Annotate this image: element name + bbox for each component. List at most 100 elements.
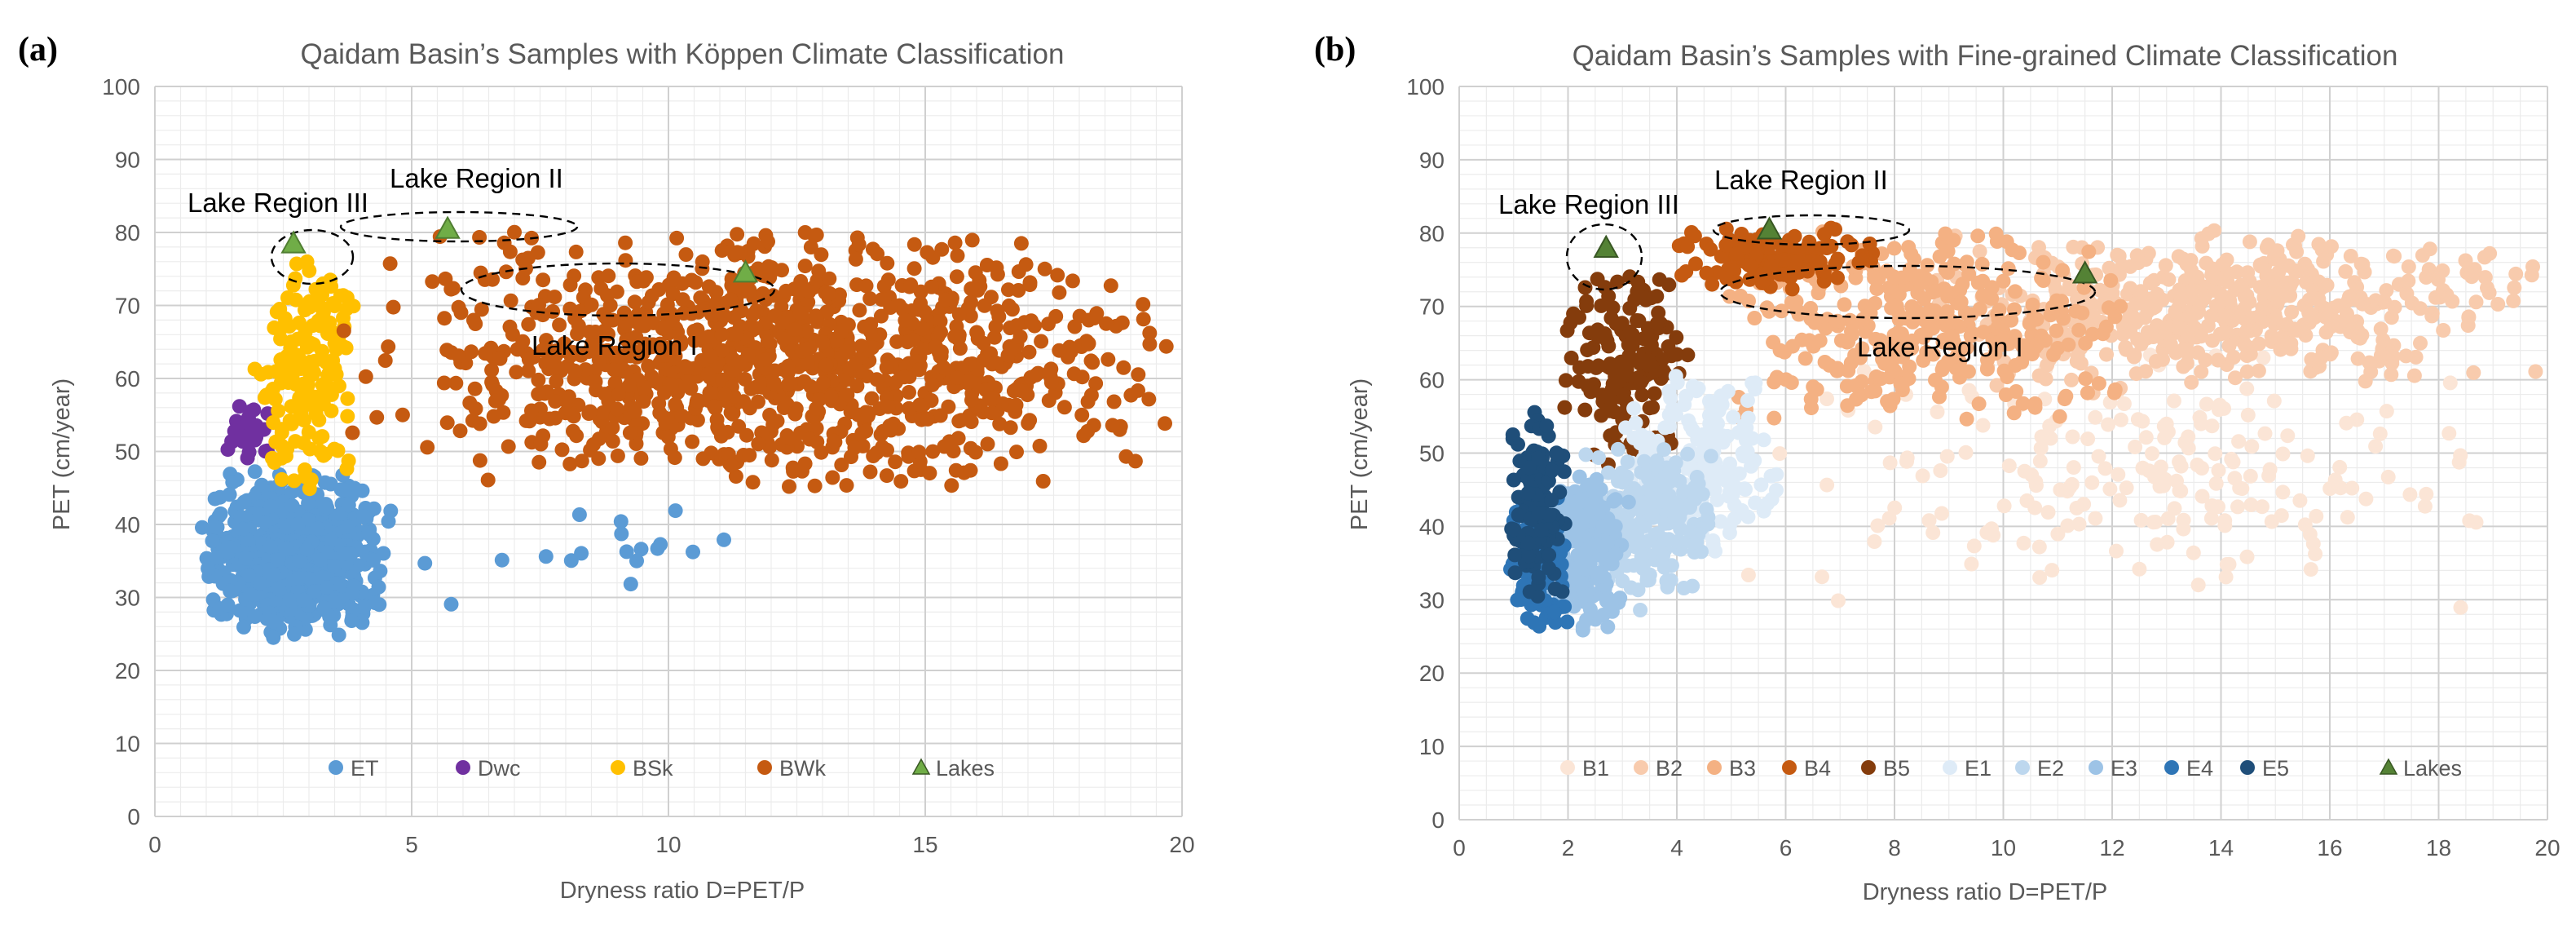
lake-region-outline — [1565, 223, 1643, 291]
data-point — [2080, 431, 2096, 447]
data-point — [282, 592, 298, 608]
data-point — [595, 405, 611, 420]
data-point — [1857, 299, 1872, 314]
data-point — [1590, 272, 1605, 287]
data-point — [1571, 374, 1586, 389]
data-point — [542, 411, 558, 427]
data-point — [629, 274, 645, 290]
data-point — [684, 272, 699, 288]
data-point — [448, 375, 464, 391]
data-point — [1928, 373, 1943, 387]
data-point — [2127, 347, 2142, 363]
data-point — [782, 479, 796, 494]
data-point — [1633, 374, 1648, 390]
data-point — [1642, 400, 1657, 416]
data-point — [658, 416, 673, 431]
data-point — [2064, 372, 2079, 387]
annotation-label: Lake Region I — [1857, 332, 2023, 362]
data-point — [2031, 539, 2047, 555]
data-point — [1940, 244, 1956, 259]
data-point — [1634, 387, 1650, 403]
data-point — [2226, 350, 2241, 365]
data-point — [693, 330, 708, 345]
data-point — [1590, 538, 1606, 553]
data-point — [725, 406, 740, 422]
data-point — [2281, 258, 2296, 273]
data-point — [1626, 400, 1642, 416]
data-point — [1726, 409, 1741, 425]
data-point — [2071, 322, 2087, 338]
data-point — [770, 414, 785, 429]
data-point — [1951, 362, 1966, 378]
data-point — [1022, 413, 1038, 428]
data-point — [2297, 256, 2313, 272]
data-point — [862, 324, 878, 339]
data-point — [369, 409, 385, 425]
data-point — [1634, 549, 1649, 564]
data-point — [1618, 420, 1634, 436]
data-point — [307, 354, 322, 369]
data-point — [274, 425, 289, 440]
data-point — [762, 440, 778, 455]
data-point — [1704, 398, 1719, 414]
data-point — [1520, 485, 1536, 501]
data-point — [2300, 448, 2315, 463]
data-point — [902, 400, 917, 416]
data-point — [1740, 393, 1755, 409]
data-point — [2210, 352, 2225, 368]
data-point — [223, 583, 238, 599]
tick-labels-b: 0 2 4 6 8 10 12 14 16 18 20 0 10 20 30 40 50 60 70 80 90 100 — [1406, 74, 2560, 860]
data-point — [345, 425, 360, 440]
data-point — [2301, 305, 2317, 321]
data-point — [496, 235, 512, 250]
data-point — [2203, 308, 2219, 324]
data-point — [1028, 367, 1043, 383]
data-point — [1001, 282, 1016, 298]
data-point — [2380, 469, 2396, 484]
data-point — [1953, 294, 1969, 310]
data-point — [1759, 300, 1775, 316]
y-axis-label-a: PET (cm/year) — [49, 378, 75, 530]
tick-labels-a: 0 5 10 15 20 0 10 20 30 40 50 60 70 80 90 100 — [102, 74, 1194, 857]
data-point — [808, 308, 823, 324]
data-point — [2424, 306, 2440, 321]
data-point — [726, 352, 741, 367]
data-point — [1882, 398, 1898, 414]
data-point — [297, 413, 311, 428]
data-point — [2112, 493, 2128, 508]
data-point — [818, 357, 834, 373]
data-point — [201, 561, 216, 576]
data-point — [2264, 286, 2279, 302]
data-point — [207, 491, 223, 507]
data-point — [883, 422, 898, 438]
data-point — [236, 619, 251, 635]
data-point — [2078, 335, 2093, 351]
data-point — [2158, 325, 2173, 340]
data-point — [1009, 445, 1024, 460]
data-point — [2373, 347, 2389, 363]
data-point — [714, 327, 730, 343]
y-tick-label: 20 — [1419, 661, 1445, 686]
data-point — [1840, 234, 1855, 250]
data-point — [582, 404, 598, 419]
data-point — [1887, 500, 1903, 515]
legend-marker — [2240, 760, 2255, 775]
data-point — [2275, 446, 2291, 462]
data-point — [521, 363, 536, 378]
data-point — [317, 475, 333, 490]
data-point — [468, 316, 483, 331]
data-point — [382, 256, 398, 272]
data-point — [1539, 418, 1555, 434]
data-point — [270, 552, 285, 568]
data-point — [2355, 296, 2371, 312]
data-point — [1670, 347, 1684, 362]
data-point — [472, 230, 487, 245]
data-point — [1158, 338, 1174, 354]
data-point — [2468, 515, 2484, 530]
data-point — [1837, 297, 1852, 312]
data-point — [494, 552, 509, 568]
data-point — [839, 478, 854, 493]
data-point — [1830, 313, 1846, 329]
data-point — [1987, 346, 2003, 361]
x-tick-label: 10 — [1991, 835, 2016, 860]
